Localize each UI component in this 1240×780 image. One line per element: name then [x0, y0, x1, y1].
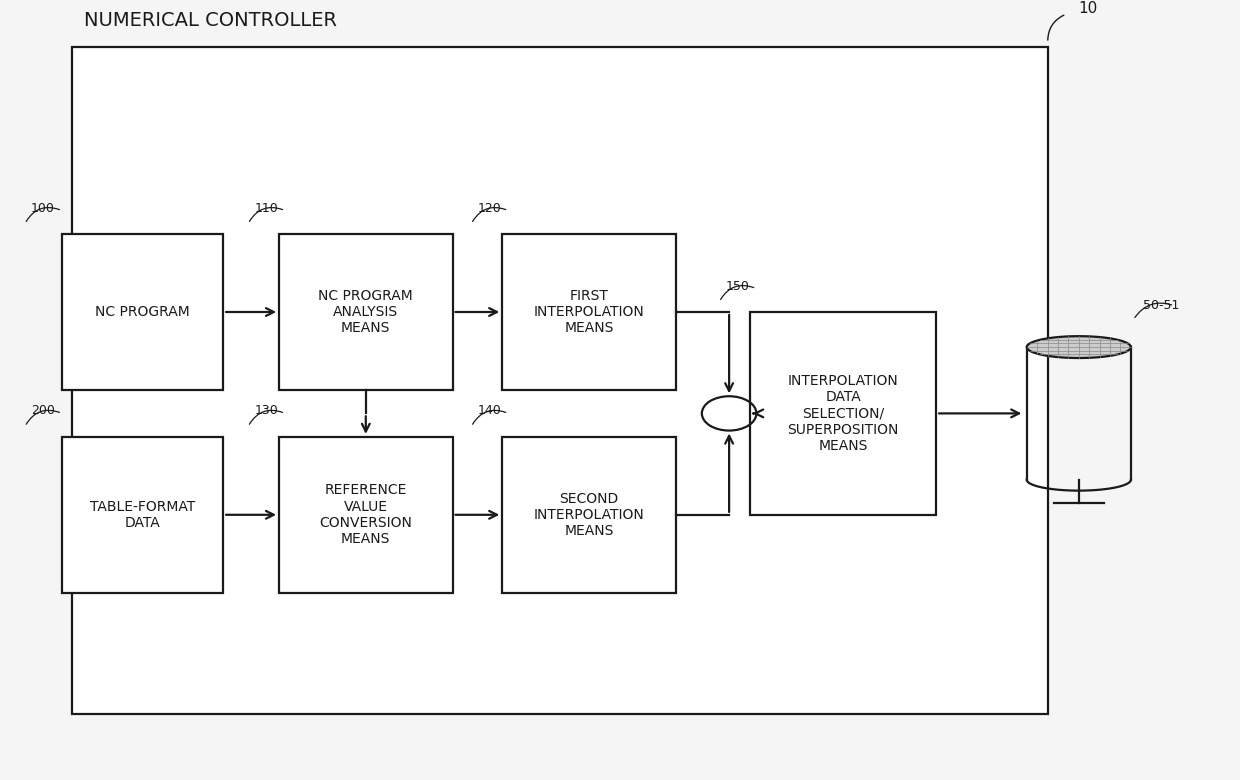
Text: 50-51: 50-51	[1143, 299, 1179, 312]
Bar	[62, 437, 223, 593]
Bar	[279, 437, 453, 593]
Text: NC PROGRAM: NC PROGRAM	[95, 305, 190, 319]
Text: 110: 110	[254, 201, 278, 215]
Text: 140: 140	[477, 404, 501, 417]
Text: TABLE-FORMAT
DATA: TABLE-FORMAT DATA	[91, 500, 195, 530]
Text: 10: 10	[1079, 1, 1099, 16]
Text: 200: 200	[31, 404, 55, 417]
Bar	[72, 47, 1048, 714]
Text: FIRST
INTERPOLATION
MEANS: FIRST INTERPOLATION MEANS	[533, 289, 645, 335]
Text: 100: 100	[31, 201, 55, 215]
Text: NC PROGRAM
ANALYSIS
MEANS: NC PROGRAM ANALYSIS MEANS	[319, 289, 413, 335]
Bar	[750, 312, 936, 515]
Text: SECOND
INTERPOLATION
MEANS: SECOND INTERPOLATION MEANS	[533, 491, 645, 538]
Bar	[62, 234, 223, 390]
Text: NUMERICAL CONTROLLER: NUMERICAL CONTROLLER	[84, 11, 337, 30]
Text: 130: 130	[254, 404, 278, 417]
Bar	[279, 234, 453, 390]
Text: INTERPOLATION
DATA
SELECTION/
SUPERPOSITION
MEANS: INTERPOLATION DATA SELECTION/ SUPERPOSIT…	[787, 374, 899, 453]
Bar	[502, 234, 676, 390]
Text: REFERENCE
VALUE
CONVERSION
MEANS: REFERENCE VALUE CONVERSION MEANS	[320, 484, 412, 546]
Bar	[502, 437, 676, 593]
Text: 150: 150	[725, 279, 749, 292]
Text: 120: 120	[477, 201, 501, 215]
Polygon shape	[1027, 336, 1131, 358]
